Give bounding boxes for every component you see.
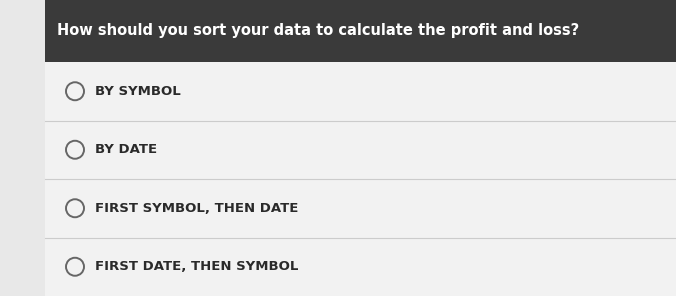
- Bar: [45, 0, 676, 62]
- Text: BY SYMBOL: BY SYMBOL: [95, 85, 180, 98]
- Text: FIRST SYMBOL, THEN DATE: FIRST SYMBOL, THEN DATE: [95, 202, 298, 215]
- Text: How should you sort your data to calculate the profit and loss?: How should you sort your data to calcula…: [57, 23, 579, 38]
- Bar: [0, 0, 45, 296]
- Bar: [45, 62, 676, 296]
- Text: BY DATE: BY DATE: [95, 143, 157, 156]
- Text: FIRST DATE, THEN SYMBOL: FIRST DATE, THEN SYMBOL: [95, 260, 298, 273]
